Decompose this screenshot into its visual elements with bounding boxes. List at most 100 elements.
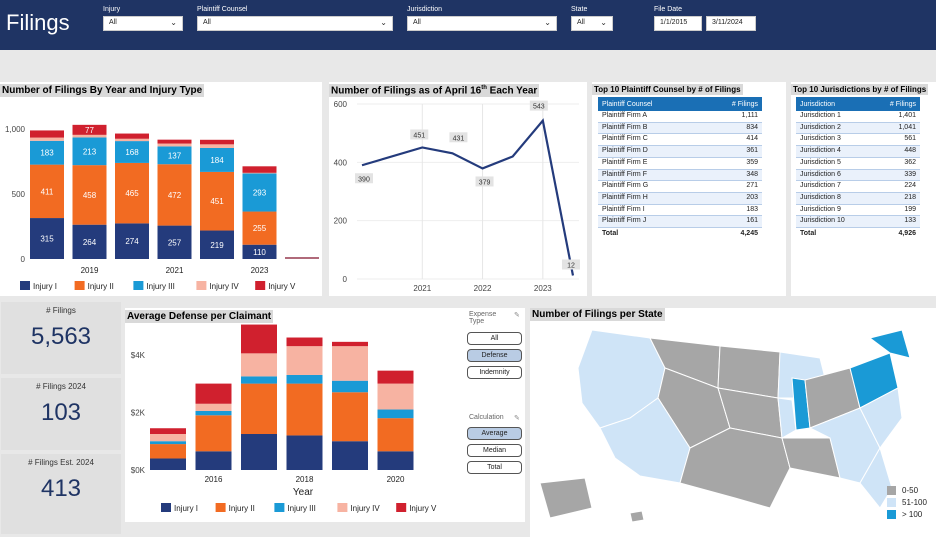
bar-segment[interactable] [377, 409, 414, 419]
bar-segment[interactable] [72, 137, 107, 166]
state-dropdown[interactable]: All ⌄ [571, 16, 613, 31]
bar-segment[interactable] [200, 171, 234, 231]
table-row[interactable]: Plaintiff Firm C 414 [598, 133, 762, 147]
bar-segment[interactable] [115, 223, 149, 259]
table-row[interactable]: Jurisdiction 8 218 [796, 192, 920, 205]
bar-segment[interactable] [377, 418, 414, 452]
table-row[interactable]: Plaintiff Firm E 359 [598, 157, 762, 170]
bar-segment[interactable] [377, 370, 414, 384]
bar-segment[interactable] [150, 434, 186, 442]
bar-segment[interactable] [200, 230, 234, 259]
table-row[interactable]: Jurisdiction 6 339 [796, 169, 920, 182]
bar-segment[interactable] [30, 130, 64, 138]
table-row[interactable]: Plaintiff Firm J 161 [598, 215, 762, 229]
bar-segment[interactable] [72, 134, 107, 138]
bar-segment[interactable] [332, 341, 368, 347]
bar-segment[interactable] [286, 435, 323, 470]
bar-segment[interactable] [72, 165, 107, 225]
bar-segment[interactable] [72, 224, 107, 259]
bar-segment[interactable] [285, 257, 319, 259]
bar-segment[interactable] [195, 415, 232, 452]
bar-segment[interactable] [377, 383, 414, 410]
eraser-icon[interactable]: ✎ [514, 415, 520, 422]
bar-segment[interactable] [150, 458, 186, 470]
bar-segment[interactable] [30, 218, 64, 259]
bar-segment[interactable] [30, 140, 64, 165]
bar-segment[interactable] [242, 211, 277, 245]
col-filings[interactable]: # Filings [871, 97, 920, 111]
bar-segment[interactable] [377, 451, 414, 470]
expense-filter-button-defense[interactable]: Defense [467, 349, 522, 362]
bar-segment[interactable] [30, 137, 64, 141]
bar-segment[interactable] [157, 143, 192, 147]
jurisdiction-dropdown[interactable]: All ⌄ [407, 16, 557, 31]
table-row[interactable]: Jurisdiction 1 1,401 [796, 111, 920, 123]
table-row[interactable]: Jurisdiction 5 362 [796, 157, 920, 170]
bar-segment[interactable] [30, 164, 64, 219]
table-row[interactable]: Jurisdiction 2 1,041 [796, 122, 920, 135]
table-row[interactable]: Plaintiff Firm G 271 [598, 180, 762, 193]
bar-segment[interactable] [242, 244, 277, 259]
table-row[interactable]: Plaintiff Firm A 1,111 [598, 111, 762, 123]
injury-dropdown[interactable]: All ⌄ [103, 16, 183, 31]
bar-segment[interactable] [241, 353, 277, 377]
file-date-start-input[interactable]: 1/1/2015 [654, 16, 702, 31]
bar-segment[interactable] [115, 141, 149, 163]
bar-segment[interactable] [241, 434, 277, 470]
calc-filter-button-total[interactable]: Total [467, 461, 522, 474]
bar-segment[interactable] [195, 410, 232, 416]
calc-filter-button-average[interactable]: Average [467, 427, 522, 440]
bar-segment[interactable] [195, 403, 232, 411]
eraser-icon[interactable]: ✎ [514, 312, 520, 319]
table-row[interactable]: Jurisdiction 4 448 [796, 145, 920, 158]
bar-segment[interactable] [200, 147, 234, 172]
bar-segment[interactable] [286, 346, 323, 375]
bar-segment[interactable] [72, 124, 107, 135]
bar-segment[interactable] [157, 146, 192, 165]
file-date-end-input[interactable]: 3/11/2024 [706, 16, 756, 31]
bar-segment[interactable] [195, 383, 232, 404]
table-row[interactable]: Jurisdiction 7 224 [796, 180, 920, 193]
bar-segment[interactable] [157, 139, 192, 144]
bar-segment[interactable] [286, 337, 323, 347]
col-filings[interactable]: # Filings [701, 97, 762, 111]
bar-segment[interactable] [200, 144, 234, 148]
expense-filter-button-indemnity[interactable]: Indemnity [467, 366, 522, 379]
bar-segment[interactable] [242, 173, 277, 212]
table-row[interactable]: Jurisdiction 10 133 [796, 215, 920, 229]
bar-segment[interactable] [195, 451, 232, 470]
bar-segment[interactable] [150, 441, 186, 445]
table-row[interactable]: Plaintiff Firm I 183 [598, 204, 762, 217]
bar-segment[interactable] [241, 376, 277, 384]
bar-segment[interactable] [150, 428, 186, 434]
bar-segment[interactable] [241, 383, 277, 434]
bar-segment[interactable] [242, 172, 277, 174]
table-row[interactable]: Plaintiff Firm H 203 [598, 192, 762, 205]
table-row[interactable]: Jurisdiction 3 561 [796, 133, 920, 147]
bar-segment[interactable] [332, 392, 368, 442]
table-row[interactable]: Jurisdiction 9 199 [796, 204, 920, 217]
bar-segment[interactable] [115, 133, 149, 139]
table-row[interactable]: Plaintiff Firm F 348 [598, 169, 762, 182]
bar-segment[interactable] [115, 138, 149, 142]
bar-segment[interactable] [157, 225, 192, 259]
bar-segment[interactable] [200, 139, 234, 145]
calc-filter-button-median[interactable]: Median [467, 444, 522, 457]
series-line[interactable] [361, 118, 575, 276]
bar-segment[interactable] [157, 164, 192, 226]
col-plaintiff-counsel[interactable]: Plaintiff Counsel [598, 97, 702, 111]
plaintiff-counsel-dropdown[interactable]: All ⌄ [197, 16, 393, 31]
col-jurisdiction[interactable]: Jurisdiction [796, 97, 872, 111]
bar-segment[interactable] [332, 346, 368, 381]
bar-segment[interactable] [286, 374, 323, 384]
bar-segment[interactable] [332, 441, 368, 470]
table-row[interactable]: Plaintiff Firm D 361 [598, 145, 762, 158]
bar-segment[interactable] [115, 162, 149, 224]
bar-segment[interactable] [286, 383, 323, 436]
bar-segment[interactable] [150, 444, 186, 459]
bar-segment[interactable] [332, 380, 368, 393]
expense-filter-button-all[interactable]: All [467, 332, 522, 345]
bar-segment[interactable] [242, 166, 277, 173]
table-row[interactable]: Plaintiff Firm B 834 [598, 122, 762, 135]
bar-segment[interactable] [241, 324, 277, 354]
